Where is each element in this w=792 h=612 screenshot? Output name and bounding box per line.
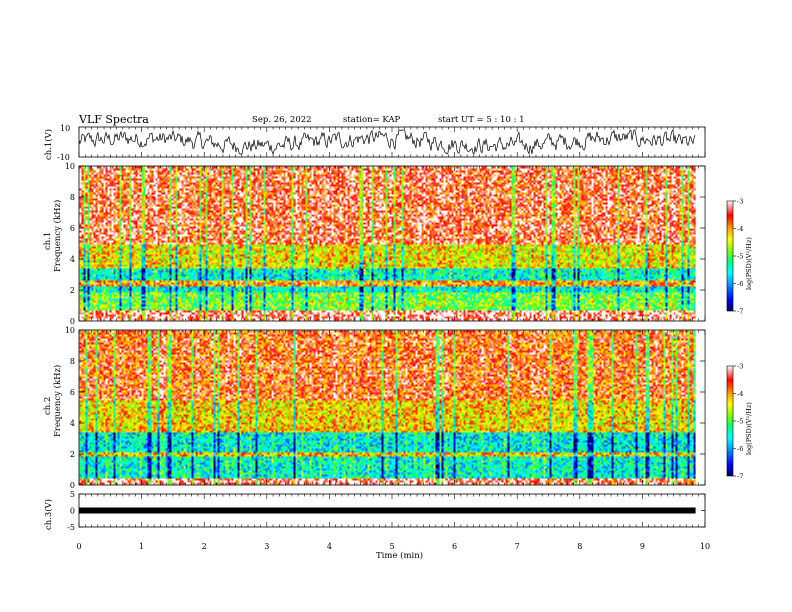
ytick-label: 4 xyxy=(70,419,75,428)
ch2-colorbar: -3 -4 -5 -6 -7 log(PSD)(V²/Hz) xyxy=(727,363,753,481)
ytick-label: 6 xyxy=(70,224,75,233)
x-tick-label: 0 xyxy=(76,542,81,551)
ch3-trace-line xyxy=(79,508,696,514)
figure-title: VLF Spectra xyxy=(78,113,149,126)
colorbar-tick-label: -4 xyxy=(737,390,743,398)
ch1-ylabel-frequency: Frequency (kHz) xyxy=(52,200,63,272)
ytick-label: 2 xyxy=(70,286,75,295)
x-tick-label: 10 xyxy=(700,542,710,551)
x-tick-label: 4 xyxy=(327,542,332,551)
colorbar-tick-label: -4 xyxy=(737,225,743,233)
ch2-spectrogram-image xyxy=(80,330,705,484)
ch1-waveform-panel: 10 -10 ch.1(V) xyxy=(43,124,705,162)
ch1-colorbar: -3 -4 -5 -6 -7 log(PSD)(V²/Hz) xyxy=(727,198,753,316)
ytick-label: 6 xyxy=(70,388,75,397)
ytick-label: 2 xyxy=(70,450,75,459)
ch1-ytick-top: 10 xyxy=(60,124,70,133)
ytick-label: 10 xyxy=(65,162,75,171)
start-ut-label: start UT = 5 : 10 : 1 xyxy=(438,115,525,125)
colorbar-tick-label: -3 xyxy=(737,363,743,371)
station-label: station= KAP xyxy=(343,115,401,125)
ch2-ylabel-channel: ch.2 xyxy=(43,397,53,415)
x-tick-label: 9 xyxy=(640,542,645,551)
colorbar-tick-label: -7 xyxy=(737,308,743,316)
ch2-colorbar-label: log(PSD)(V²/Hz) xyxy=(745,402,753,455)
ch1-ylabel: ch.1(V) xyxy=(43,129,54,160)
ytick-label: 10 xyxy=(65,326,75,335)
colorbar-tick-label: -7 xyxy=(737,473,743,481)
ch2-spectrogram-panel: 10 8 6 4 2 0 ch.2 Frequency (kHz) xyxy=(43,326,705,490)
colorbar-tick-label: -3 xyxy=(737,198,743,206)
x-tick-label: 7 xyxy=(515,542,520,551)
ch1-spectrogram-panel: 10 8 6 4 2 0 ch.1 Frequency (kHz) xyxy=(43,162,705,326)
ch3-ylabel: ch.3(V) xyxy=(43,499,54,530)
x-tick-label: 5 xyxy=(389,542,394,551)
ytick-label: 4 xyxy=(70,255,75,264)
x-tick-label: 2 xyxy=(202,542,207,551)
ytick-label: 8 xyxy=(70,193,75,202)
vlf-spectra-figure: VLF Spectra Sep. 26, 2022 station= KAP s… xyxy=(0,0,792,612)
x-tick-label: 6 xyxy=(452,542,457,551)
colorbar-tick-label: -5 xyxy=(737,418,743,426)
ytick-label: 0 xyxy=(70,317,75,326)
x-axis-label: Time (min) xyxy=(376,550,423,561)
x-axis-tick-labels: 0 1 2 3 4 5 6 7 8 9 10 xyxy=(76,542,710,551)
ch3-ytick-label: 5 xyxy=(70,490,75,499)
ch3-ytick-label: -5 xyxy=(67,523,75,532)
colorbar-tick-label: -6 xyxy=(737,445,743,453)
ch3-waveform-panel: 5 0 -5 ch.3(V) xyxy=(43,490,705,532)
x-tick-label: 1 xyxy=(139,542,144,551)
ch1-colorbar-label: log(PSD)(V²/Hz) xyxy=(745,237,753,290)
ch1-spectrogram-image xyxy=(80,166,705,320)
x-tick-label: 8 xyxy=(577,542,582,551)
ytick-label: 8 xyxy=(70,357,75,366)
ch1-ylabel-channel: ch.1 xyxy=(43,232,53,250)
colorbar-tick-label: -5 xyxy=(737,253,743,261)
ytick-label: 0 xyxy=(70,481,75,490)
x-tick-label: 3 xyxy=(264,542,269,551)
ch3-ytick-label: 0 xyxy=(70,507,75,516)
date-label: Sep. 26, 2022 xyxy=(252,115,312,125)
ch2-ylabel-frequency: Frequency (kHz) xyxy=(52,365,63,437)
colorbar-tick-label: -6 xyxy=(737,280,743,288)
ch1-ytick-bottom: -10 xyxy=(57,153,70,162)
